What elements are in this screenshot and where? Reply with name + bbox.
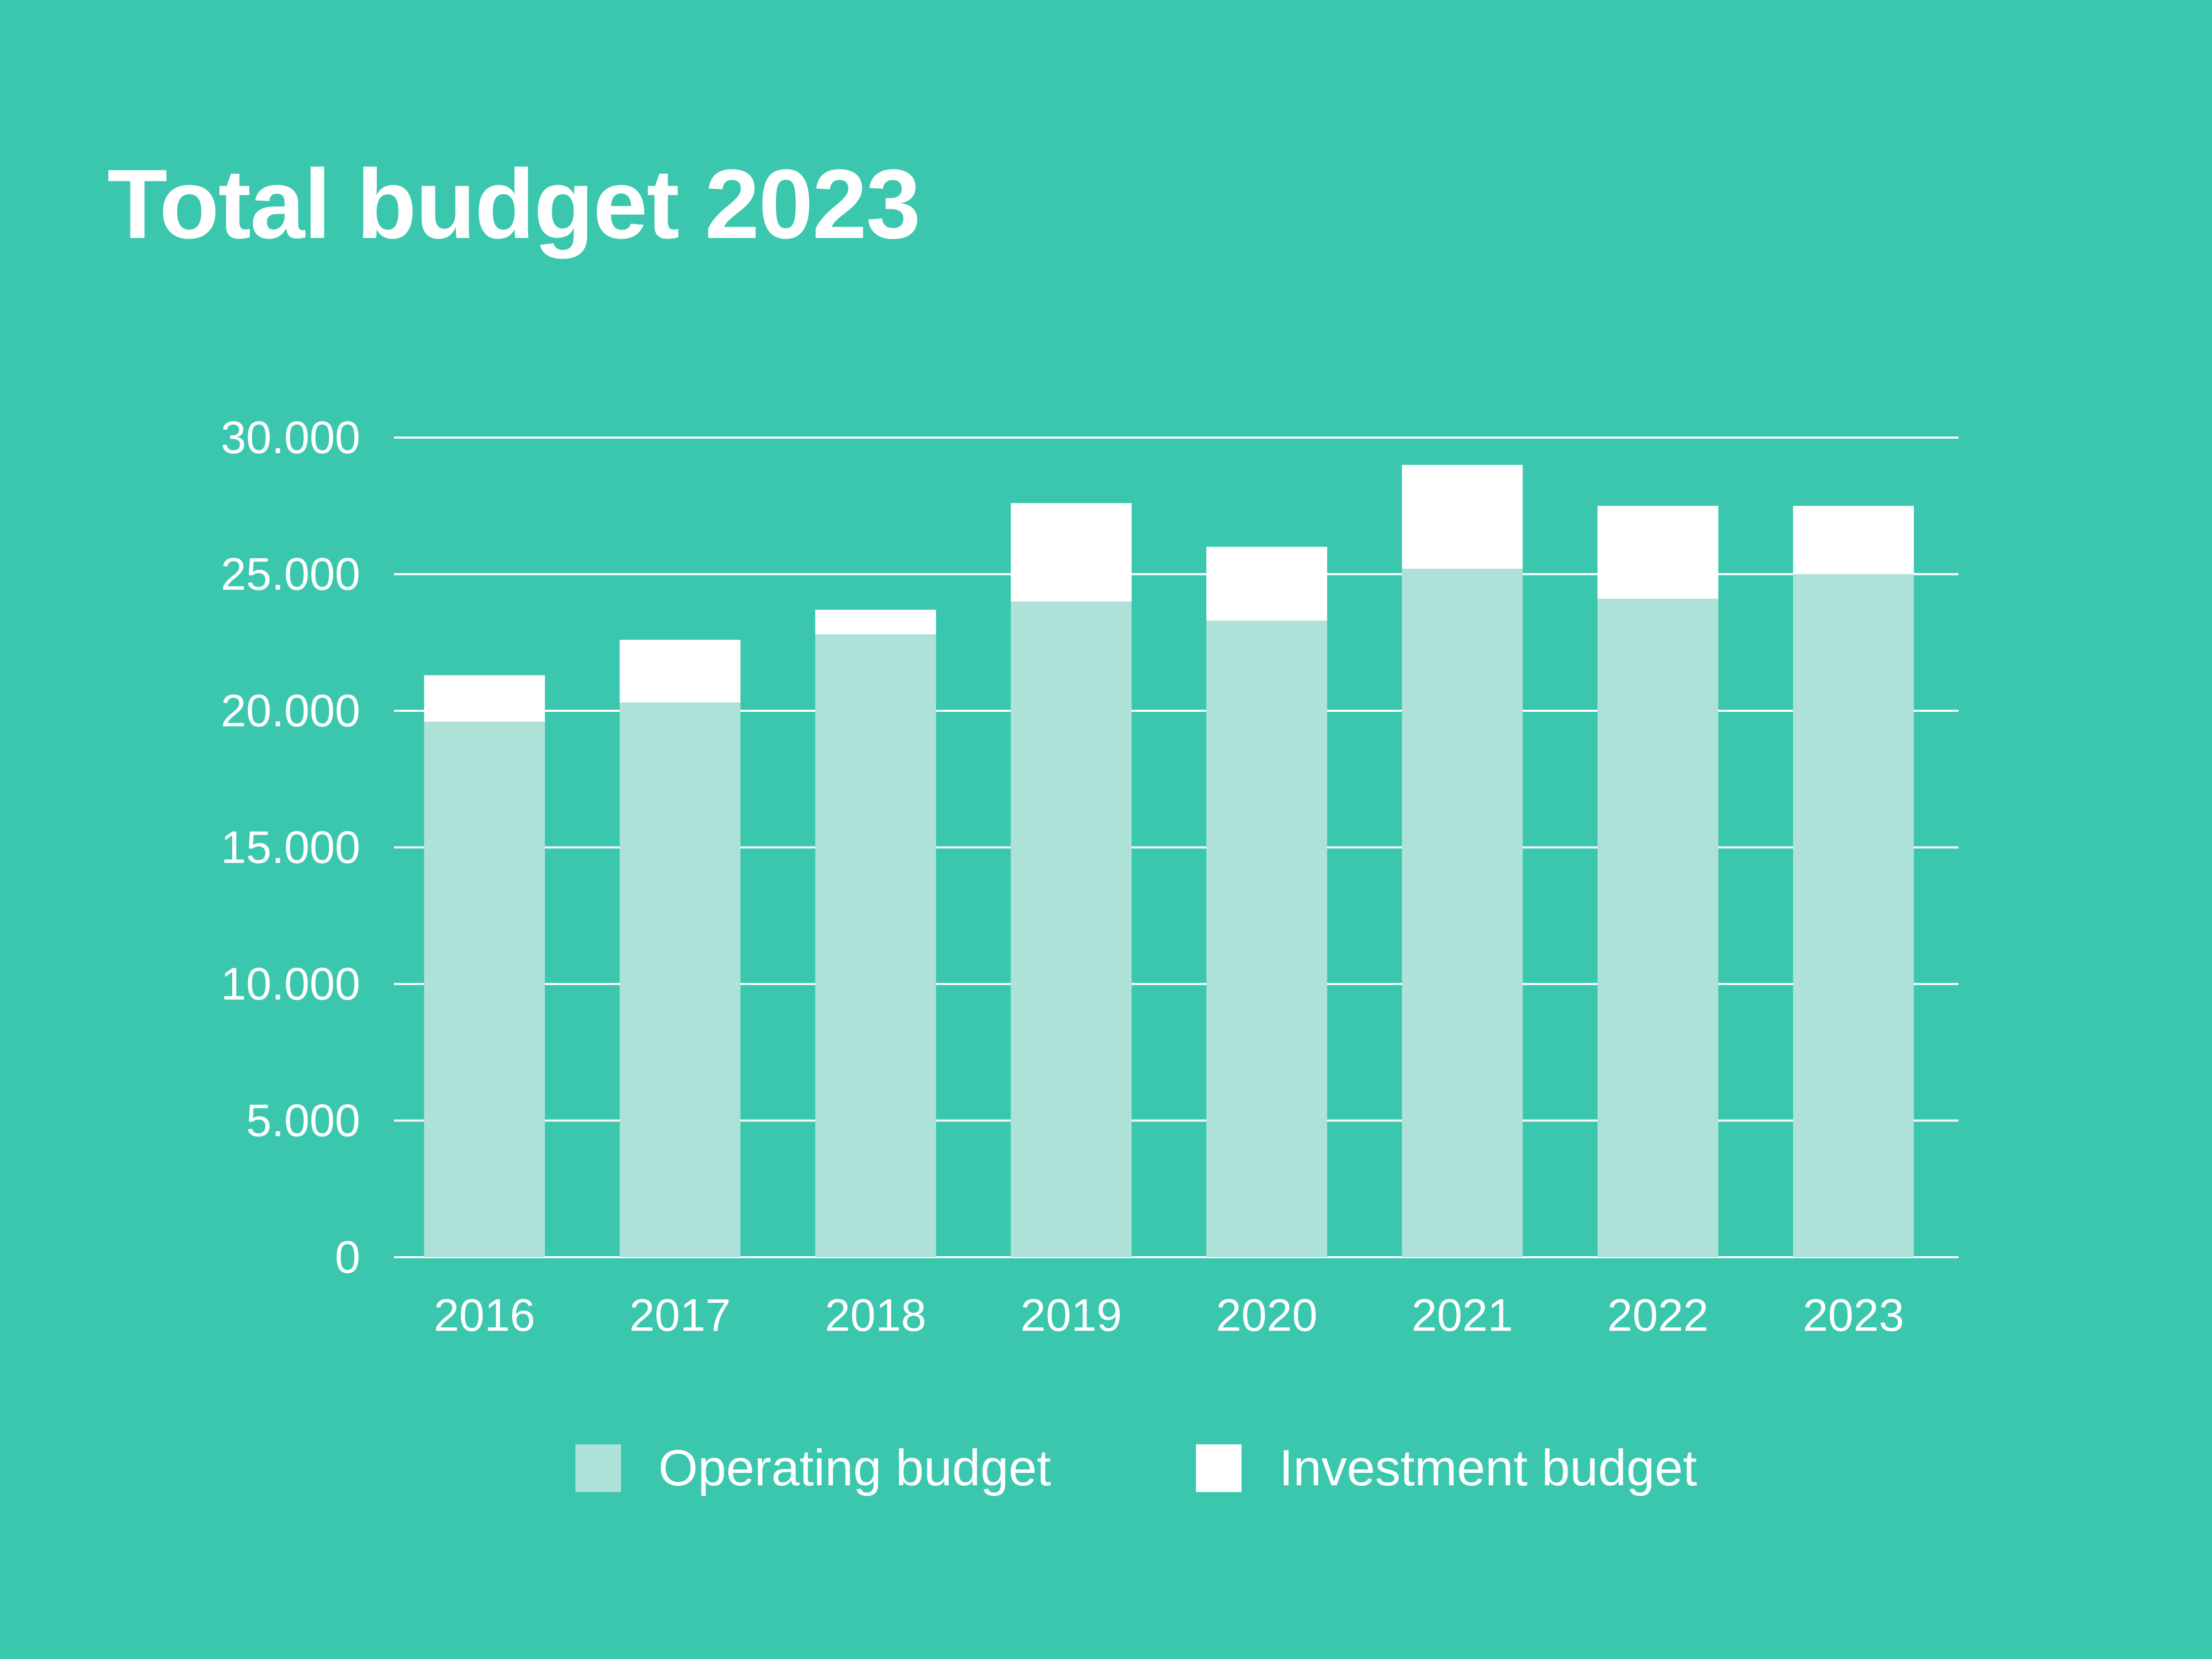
legend: Operating budget Investment budget — [575, 1439, 1697, 1497]
bar-operating — [1793, 574, 1914, 1257]
y-tick-label: 15.000 — [221, 822, 360, 873]
legend-label-investment: Investment budget — [1279, 1439, 1697, 1496]
bar-operating — [1206, 621, 1328, 1257]
legend-swatch-operating — [575, 1444, 621, 1492]
bars — [424, 465, 1914, 1257]
bar-investment — [815, 610, 936, 635]
y-tick-label: 30.000 — [221, 412, 360, 463]
bar-operating — [815, 634, 936, 1257]
y-tick-label: 10.000 — [221, 958, 360, 1009]
x-axis-ticks: 2016 2017 2018 2019 2020 2021 2022 2023 — [434, 1289, 1905, 1341]
y-tick-label: 20.000 — [221, 685, 360, 736]
x-tick-label: 2018 — [825, 1289, 926, 1341]
bar-investment — [1402, 465, 1523, 569]
bar-investment — [1010, 503, 1132, 602]
x-tick-label: 2017 — [629, 1289, 731, 1341]
bar-investment — [1793, 505, 1914, 574]
x-tick-label: 2020 — [1216, 1289, 1318, 1341]
bar-investment — [424, 675, 545, 722]
y-axis-ticks: 0 5.000 10.000 15.000 20.000 25.000 30.000 — [221, 412, 360, 1283]
legend-item-operating: Operating budget — [575, 1439, 1051, 1497]
x-tick-label: 2022 — [1607, 1289, 1709, 1341]
x-tick-label: 2021 — [1412, 1289, 1513, 1341]
y-tick-label: 5.000 — [246, 1095, 360, 1146]
x-tick-label: 2019 — [1020, 1289, 1122, 1341]
bar-operating — [424, 722, 545, 1257]
legend-item-investment: Investment budget — [1196, 1439, 1697, 1497]
bar-operating — [619, 702, 741, 1257]
legend-swatch-investment — [1196, 1444, 1242, 1492]
y-tick-label: 0 — [335, 1231, 360, 1283]
bar-operating — [1402, 568, 1523, 1257]
legend-label-operating: Operating budget — [658, 1439, 1051, 1496]
chart-title: Total budget 2023 — [107, 149, 921, 259]
bar-investment — [619, 639, 741, 703]
bar-operating — [1597, 598, 1718, 1257]
x-tick-label: 2023 — [1802, 1289, 1904, 1341]
bar-operating — [1010, 601, 1132, 1257]
bar-investment — [1597, 505, 1718, 599]
x-tick-label: 2016 — [434, 1289, 536, 1341]
y-tick-label: 25.000 — [221, 549, 360, 600]
bar-investment — [1206, 546, 1328, 621]
